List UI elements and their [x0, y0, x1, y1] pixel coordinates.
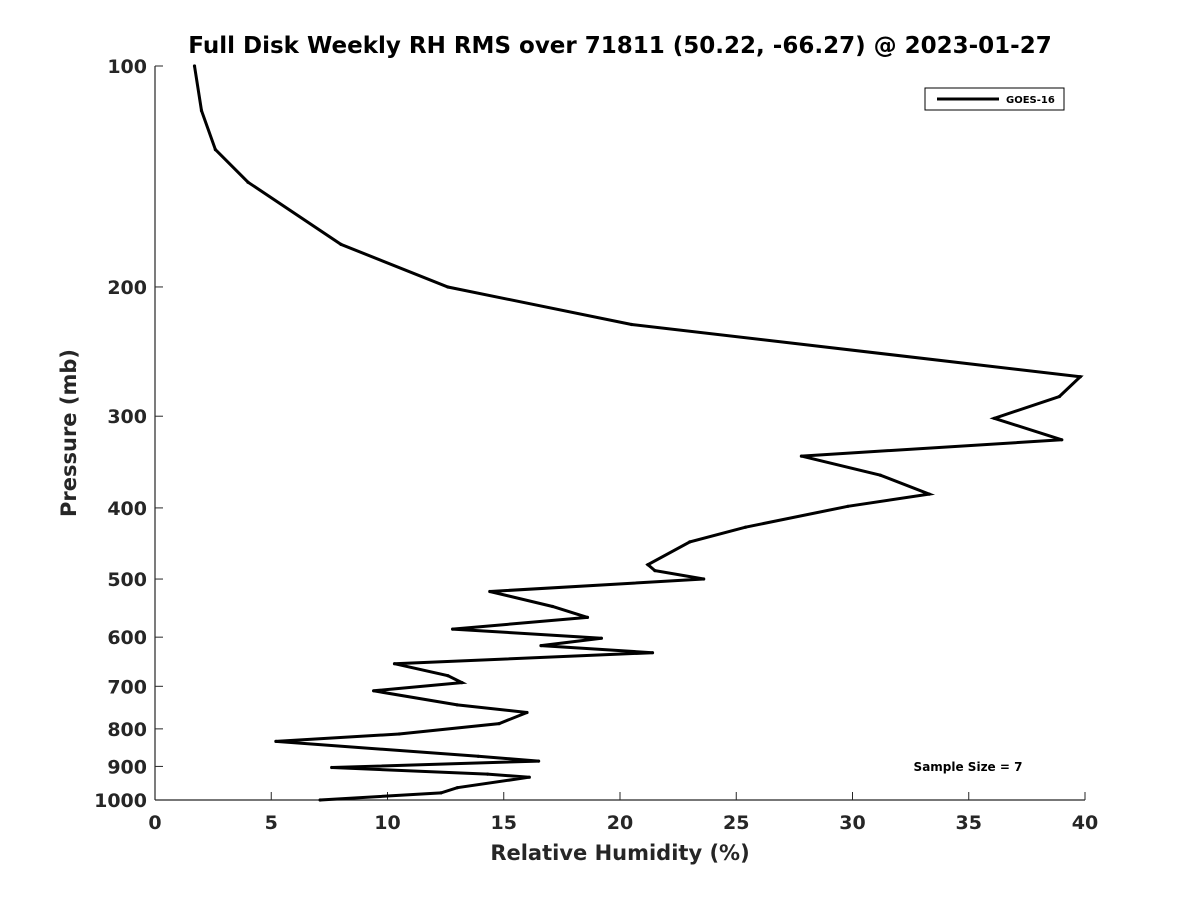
data-point [846, 504, 850, 508]
data-point [1060, 438, 1064, 442]
y-tick-label: 300 [107, 406, 147, 428]
x-tick-label: 0 [148, 812, 161, 834]
chart-title: Full Disk Weekly RH RMS over 71811 (50.2… [188, 33, 1051, 59]
data-point [653, 569, 657, 573]
y-tick-label: 700 [107, 676, 147, 698]
x-tick-label: 15 [491, 812, 517, 834]
y-tick-label: 500 [107, 569, 147, 591]
data-point [246, 180, 250, 184]
data-point [392, 662, 397, 666]
x-tick-label: 10 [374, 812, 400, 834]
y-tick-label: 900 [107, 756, 147, 778]
data-point [497, 722, 501, 726]
data-point [585, 615, 590, 620]
y-tick-label: 400 [107, 498, 147, 520]
y-tick-label: 100 [107, 56, 147, 78]
data-point [192, 64, 197, 68]
legend-label-goes-16: GOES-16 [1006, 95, 1055, 106]
x-tick-label: 40 [1072, 812, 1098, 834]
data-point [537, 759, 541, 763]
series-line-goes-16 [193, 65, 1084, 802]
y-tick-label: 1000 [94, 790, 147, 812]
data-point [799, 454, 804, 458]
data-point [527, 775, 531, 779]
data-point [539, 644, 543, 648]
data-point [702, 577, 706, 581]
data-point [213, 148, 217, 152]
data-point [460, 681, 464, 685]
y-axis-ticks: 100 200 300 400 500 600 700 800 900 1000 [94, 56, 163, 812]
data-point [330, 765, 334, 770]
y-tick-label: 800 [107, 719, 147, 741]
data-point [199, 109, 204, 113]
data-point [446, 674, 450, 678]
data-point [397, 732, 401, 736]
series-layer [192, 64, 1084, 802]
data-point [451, 627, 455, 631]
data-point [318, 798, 322, 802]
legend: GOES-16 [924, 87, 1065, 111]
data-point [485, 772, 490, 776]
data-point [339, 242, 343, 246]
x-tick-label: 25 [723, 812, 749, 834]
data-point [599, 636, 604, 640]
data-point [878, 473, 883, 477]
data-point [927, 492, 931, 496]
data-point [630, 322, 634, 327]
data-point [688, 540, 692, 544]
data-point [992, 416, 996, 420]
data-point [551, 604, 555, 609]
data-point [446, 285, 450, 289]
data-point [650, 651, 655, 655]
data-point [646, 563, 650, 567]
data-point [1057, 394, 1061, 399]
data-point [455, 703, 459, 707]
data-point [525, 710, 529, 715]
x-tick-label: 35 [956, 812, 982, 834]
data-point [743, 525, 748, 529]
x-tick-label: 30 [839, 812, 865, 834]
y-axis-label: Pressure (mb) [57, 349, 81, 517]
data-point [372, 689, 376, 693]
data-point [1078, 375, 1082, 379]
data-point [455, 786, 459, 790]
y-tick-label: 200 [107, 277, 147, 299]
sample-size-annotation: Sample Size = 7 [914, 760, 1023, 774]
x-tick-label: 5 [265, 812, 278, 834]
data-point [488, 589, 492, 594]
y-tick-label: 600 [107, 627, 147, 649]
data-point [274, 739, 278, 744]
data-point [439, 791, 443, 795]
data-point [476, 754, 480, 758]
x-axis-ticks: 0 5 10 15 20 25 30 35 40 [148, 792, 1098, 834]
x-tick-label: 20 [607, 812, 633, 834]
x-axis-label: Relative Humidity (%) [490, 841, 749, 865]
